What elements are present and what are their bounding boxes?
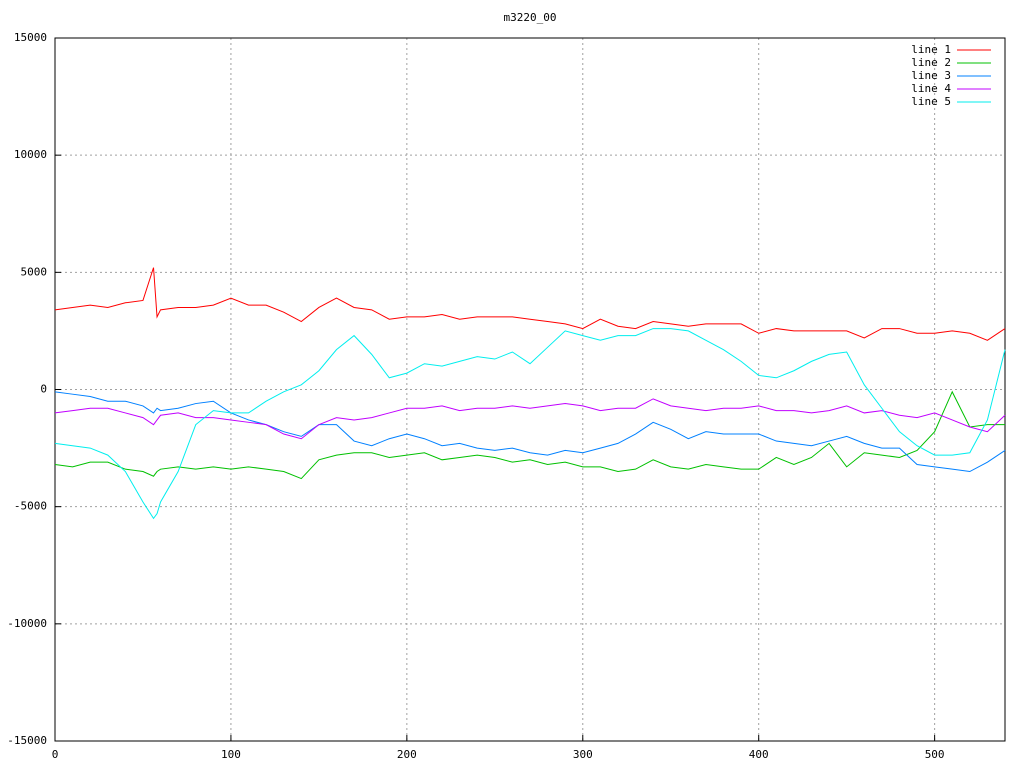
- series-line: [54, 328, 1006, 520]
- x-tick-label: 400: [749, 748, 769, 761]
- series-line: [54, 390, 1005, 480]
- y-tick-label: 15000: [14, 31, 47, 44]
- series-line: [54, 398, 1006, 440]
- legend-label: line 2: [911, 56, 951, 69]
- x-tick-label: 300: [573, 748, 593, 761]
- series-line: [54, 391, 1006, 473]
- x-tick-label: 100: [221, 748, 241, 761]
- y-tick-label: 0: [40, 383, 47, 396]
- legend-label: line 5: [911, 95, 951, 108]
- chart-title: m3220_00: [504, 11, 557, 24]
- legend-label: line 4: [911, 82, 951, 95]
- y-tick-label: -10000: [7, 617, 47, 630]
- x-tick-label: 200: [397, 748, 417, 761]
- y-tick-label: -15000: [7, 734, 47, 747]
- legend-label: line 3: [911, 69, 951, 82]
- y-tick-label: 5000: [21, 265, 48, 278]
- series-line: [54, 267, 1006, 341]
- x-tick-label: 500: [925, 748, 945, 761]
- y-tick-label: -5000: [14, 500, 47, 513]
- x-tick-label: 0: [52, 748, 59, 761]
- y-tick-label: 10000: [14, 148, 47, 161]
- plot-border: [54, 37, 1006, 742]
- legend-label: line 1: [911, 43, 951, 56]
